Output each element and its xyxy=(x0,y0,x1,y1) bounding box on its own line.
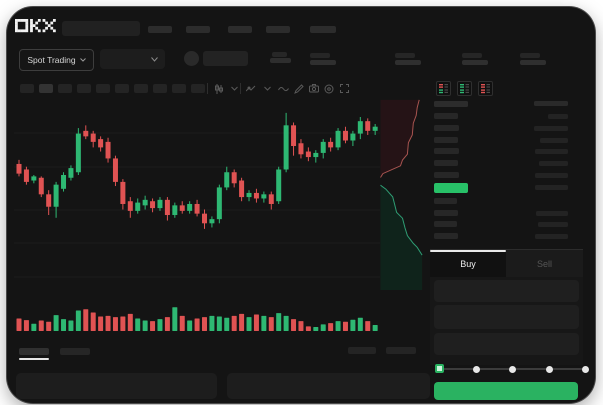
bid-row-price[interactable] xyxy=(434,198,457,204)
last-price-amount xyxy=(535,185,568,190)
nav-item[interactable] xyxy=(266,26,290,33)
pair-selector[interactable] xyxy=(100,49,165,69)
chart-range-control[interactable] xyxy=(348,347,376,354)
price-placeholder xyxy=(203,51,248,66)
line-tool-icon[interactable] xyxy=(277,83,289,94)
market-type-selector[interactable]: Spot Trading xyxy=(19,49,94,71)
ob-col-header-amount xyxy=(534,101,568,106)
last-price-pill[interactable] xyxy=(434,183,468,193)
candle-style-icon[interactable] xyxy=(213,83,225,94)
settings-icon[interactable] xyxy=(323,83,335,94)
bid-row-amount xyxy=(538,222,568,228)
timeframe-button[interactable] xyxy=(58,84,72,93)
stat-label-placeholder xyxy=(520,53,540,58)
chevron-down-icon xyxy=(79,58,86,62)
ask-row-amount xyxy=(540,137,568,143)
bid-row-price[interactable] xyxy=(434,221,457,228)
stat-value-placeholder xyxy=(462,60,488,65)
avatar[interactable] xyxy=(184,51,199,66)
nav-item[interactable] xyxy=(186,26,210,33)
okx-logo[interactable] xyxy=(15,19,59,33)
draw-icon[interactable] xyxy=(293,83,305,94)
ask-row-price[interactable] xyxy=(434,160,458,167)
timeframe-button[interactable] xyxy=(77,84,91,93)
stat-label-placeholder xyxy=(462,53,482,58)
open-orders-panel xyxy=(16,373,217,399)
timeframe-button[interactable] xyxy=(20,84,34,93)
camera-icon[interactable] xyxy=(308,83,320,94)
timeframe-button[interactable] xyxy=(96,84,110,93)
change-placeholder xyxy=(272,52,287,57)
timeframe-button[interactable] xyxy=(153,84,167,93)
ask-row-amount xyxy=(534,125,568,131)
ask-row-amount xyxy=(535,173,568,178)
timeframe-button[interactable] xyxy=(115,84,129,93)
trade-tabs: Buy Sell xyxy=(430,249,583,277)
chart-range-control[interactable] xyxy=(386,347,416,354)
chevron-down-icon[interactable] xyxy=(261,83,273,94)
tab-buy[interactable]: Buy xyxy=(430,250,506,277)
ask-row-amount xyxy=(548,114,568,119)
indicators-icon[interactable] xyxy=(245,83,257,94)
trade-form xyxy=(430,277,583,365)
stat-value-placeholder xyxy=(395,60,421,65)
nav-item[interactable] xyxy=(310,26,336,33)
timeframe-button[interactable] xyxy=(134,84,148,93)
slider-stop[interactable] xyxy=(582,365,589,373)
stat-label-placeholder xyxy=(395,53,415,58)
amount-input[interactable] xyxy=(434,305,579,329)
bottom-tab-active-underline xyxy=(19,358,49,360)
buy-submit-button[interactable] xyxy=(434,382,578,400)
total-input[interactable] xyxy=(434,333,579,355)
stat-value-placeholder xyxy=(520,60,546,65)
nav-item[interactable] xyxy=(148,26,172,33)
ob-col-header-price xyxy=(434,101,468,107)
stat-label-placeholder xyxy=(310,53,330,58)
order-book xyxy=(427,101,583,247)
tab-sell[interactable]: Sell xyxy=(506,250,583,277)
app-window: Spot Trading Buy Sell xyxy=(7,7,595,403)
price-input[interactable] xyxy=(434,280,579,302)
timeframe-button[interactable] xyxy=(172,84,186,93)
slider-stop[interactable] xyxy=(472,365,480,373)
bottom-tab-history[interactable] xyxy=(60,348,90,355)
slider-handle[interactable] xyxy=(435,364,444,373)
candlestick-chart[interactable] xyxy=(14,96,380,296)
book-asks-icon[interactable] xyxy=(478,81,493,96)
bid-row-price[interactable] xyxy=(434,232,458,239)
change-placeholder xyxy=(270,58,291,63)
stat-value-placeholder xyxy=(310,60,336,65)
book-combined-icon[interactable] xyxy=(436,81,451,96)
order-history-panel xyxy=(227,373,430,399)
bottom-tab-orders[interactable] xyxy=(19,348,49,355)
depth-chart xyxy=(380,99,423,290)
market-type-label: Spot Trading xyxy=(27,55,76,65)
bid-row-amount xyxy=(536,210,568,216)
ask-row-price[interactable] xyxy=(434,113,458,119)
fullscreen-icon[interactable] xyxy=(338,83,350,94)
volume-chart xyxy=(16,307,378,331)
timeframe-button[interactable] xyxy=(191,84,205,93)
ask-row-price[interactable] xyxy=(434,172,459,178)
chevron-down-icon[interactable] xyxy=(228,83,240,94)
chevron-down-icon xyxy=(151,56,158,62)
slider-stop[interactable] xyxy=(545,365,553,373)
search-input[interactable] xyxy=(62,21,140,36)
ask-row-price[interactable] xyxy=(434,136,458,143)
ask-row-amount xyxy=(539,161,568,167)
timeframe-button[interactable] xyxy=(39,84,53,93)
bid-row-price[interactable] xyxy=(434,209,458,216)
book-bids-icon[interactable] xyxy=(457,81,472,96)
ask-row-price[interactable] xyxy=(434,124,459,131)
ask-row-amount xyxy=(535,149,568,155)
nav-item[interactable] xyxy=(228,26,252,33)
ask-row-price[interactable] xyxy=(434,148,459,155)
bid-row-amount xyxy=(535,233,568,239)
slider-stop[interactable] xyxy=(509,365,516,373)
